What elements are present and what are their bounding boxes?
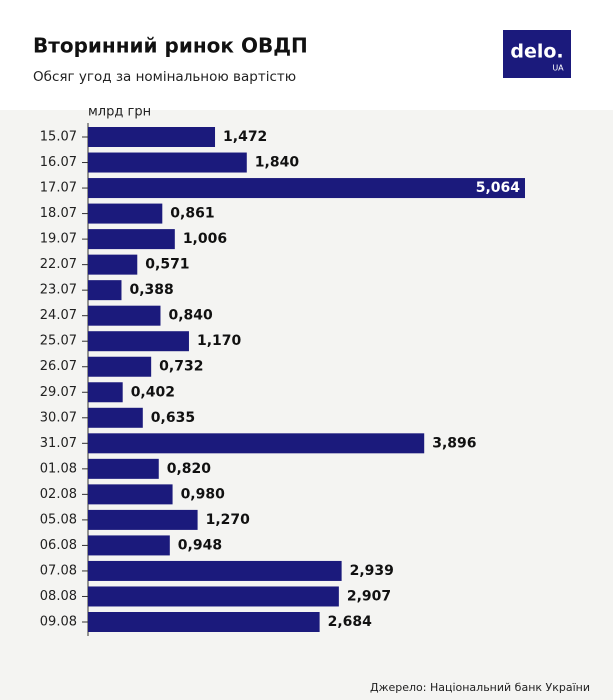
bar — [88, 612, 320, 632]
value-label: 0,820 — [167, 461, 212, 477]
y-tick-label: 31.07 — [40, 436, 77, 451]
value-label: 1,840 — [255, 155, 300, 171]
value-label: 0,840 — [168, 308, 213, 324]
bar — [88, 356, 152, 377]
bar — [88, 254, 138, 275]
chart-subtitle: Обсяг угод за номінальною вартістю — [33, 69, 296, 85]
value-label: 1,006 — [183, 231, 227, 247]
y-tick-label: 05.08 — [40, 512, 77, 527]
logo-text: delo. — [510, 41, 563, 63]
bar — [88, 229, 175, 250]
y-tick-label: 08.08 — [40, 589, 77, 604]
value-label: 0,861 — [170, 206, 214, 222]
value-label: 5,064 — [476, 180, 521, 196]
bar — [88, 382, 123, 403]
value-label: 0,732 — [159, 359, 203, 375]
bar — [88, 586, 339, 607]
value-label: 3,896 — [432, 435, 476, 451]
y-tick-label: 30.07 — [40, 410, 77, 425]
bar — [88, 305, 161, 326]
y-tick-label: 23.07 — [40, 283, 77, 298]
y-tick-label: 15.07 — [40, 130, 77, 145]
logo-sub: UA — [552, 64, 564, 73]
y-tick-label: 25.07 — [40, 334, 77, 349]
y-tick-label: 22.07 — [40, 257, 77, 272]
value-label: 2,907 — [347, 588, 391, 604]
bar — [88, 560, 342, 581]
y-tick-label: 01.08 — [40, 461, 77, 476]
value-label: 0,635 — [151, 410, 195, 426]
bar — [88, 127, 216, 147]
bar — [88, 458, 159, 479]
y-tick-label: 09.08 — [40, 615, 77, 630]
chart-title: Вторинний ринок ОВДП — [33, 34, 308, 58]
bar — [88, 509, 198, 530]
y-tick-label: 18.07 — [40, 206, 77, 221]
bar — [88, 203, 163, 224]
y-tick-label: 29.07 — [40, 385, 77, 400]
y-tick-label: 26.07 — [40, 359, 77, 374]
y-tick-label: 02.08 — [40, 487, 77, 502]
value-label: 0,402 — [131, 384, 175, 400]
value-label: 0,571 — [145, 257, 189, 273]
value-label: 1,472 — [223, 129, 267, 145]
y-tick-label: 06.08 — [40, 538, 77, 553]
value-label: 2,939 — [350, 563, 394, 579]
value-label: 1,270 — [206, 512, 251, 528]
y-tick-label: 07.08 — [40, 563, 77, 578]
bar — [88, 331, 189, 352]
value-label: 0,980 — [181, 486, 226, 502]
y-tick-label: 19.07 — [40, 232, 77, 247]
bar — [88, 280, 122, 301]
y-tick-label: 24.07 — [40, 308, 77, 323]
value-label: 0,948 — [178, 537, 222, 553]
bar — [88, 152, 247, 173]
value-label: 1,170 — [197, 333, 242, 349]
bar — [88, 433, 425, 454]
y-tick-label: 17.07 — [40, 181, 77, 196]
unit-label: млрд грн — [88, 105, 151, 120]
bar — [88, 407, 143, 428]
bar — [88, 535, 170, 556]
value-label: 0,388 — [129, 282, 173, 298]
logo-box — [503, 30, 571, 78]
y-tick-label: 16.07 — [40, 155, 77, 170]
bar — [88, 178, 525, 199]
source: Джерело: Національний банк України — [370, 681, 590, 694]
bar — [88, 484, 173, 505]
value-label: 2,684 — [328, 614, 373, 630]
